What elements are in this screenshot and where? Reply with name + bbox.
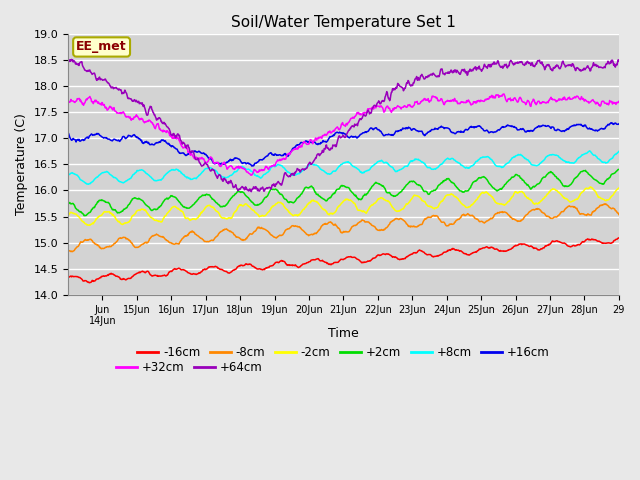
-16cm [389,254,397,260]
-8cm [588,211,596,216]
Line: +16cm: +16cm [68,123,619,166]
+16cm [91,132,99,137]
+32cm [389,106,397,111]
-8cm [68,249,76,254]
+64cm [615,58,623,64]
+64cm [293,166,301,171]
+8cm [389,165,397,171]
Line: -8cm: -8cm [68,204,619,252]
+8cm [167,168,175,173]
+8cm [85,181,93,187]
+8cm [586,148,593,154]
-2cm [615,185,623,191]
Line: -16cm: -16cm [68,238,619,283]
X-axis label: Time: Time [328,327,359,340]
-16cm [64,275,72,281]
Text: EE_met: EE_met [76,40,127,53]
-16cm [91,278,99,284]
+8cm [91,176,99,182]
-8cm [615,212,623,217]
+2cm [64,199,72,204]
-8cm [601,201,609,207]
+2cm [615,167,623,172]
-2cm [587,184,595,190]
-16cm [293,264,301,269]
+16cm [293,142,301,148]
-16cm [167,268,175,274]
+64cm [166,129,174,135]
+16cm [166,143,174,148]
+32cm [64,101,72,107]
+16cm [608,120,616,126]
+64cm [588,64,596,70]
+16cm [596,126,604,132]
+64cm [64,56,72,61]
Legend: +32cm, +64cm: +32cm, +64cm [111,357,268,379]
+8cm [615,149,623,155]
+32cm [293,145,301,151]
Line: +8cm: +8cm [68,151,619,184]
+8cm [293,171,301,177]
+32cm [166,133,174,139]
+64cm [389,87,397,93]
+8cm [64,172,72,178]
+64cm [248,189,255,194]
+16cm [615,121,623,127]
Line: +2cm: +2cm [68,169,619,216]
+32cm [597,102,605,108]
+64cm [596,64,604,70]
-2cm [597,195,605,201]
-2cm [589,185,596,191]
-8cm [596,203,604,208]
-8cm [64,247,72,253]
-16cm [588,236,596,242]
-8cm [167,240,175,246]
-8cm [293,223,301,229]
-2cm [167,206,175,212]
+2cm [80,213,88,218]
Y-axis label: Temperature (C): Temperature (C) [15,113,28,216]
Line: +64cm: +64cm [68,59,619,192]
+2cm [588,174,596,180]
+2cm [167,193,175,199]
+64cm [91,70,99,76]
+32cm [247,172,255,178]
-2cm [389,205,397,211]
-2cm [64,213,72,219]
+16cm [64,130,72,136]
-16cm [596,239,604,245]
-2cm [91,218,99,224]
+32cm [91,98,99,104]
+2cm [596,180,604,186]
-16cm [85,280,93,286]
+2cm [389,193,397,199]
+16cm [389,132,397,138]
-2cm [293,213,301,218]
Title: Soil/Water Temperature Set 1: Soil/Water Temperature Set 1 [231,15,456,30]
-16cm [615,235,623,241]
+2cm [293,195,301,201]
Line: +32cm: +32cm [68,94,619,175]
Line: -2cm: -2cm [68,187,619,226]
+8cm [597,158,605,164]
-8cm [389,218,397,224]
+2cm [91,204,99,209]
-2cm [86,223,93,228]
+32cm [615,98,623,104]
+32cm [589,97,596,103]
+16cm [248,163,255,169]
+32cm [500,91,508,97]
-8cm [91,241,99,247]
+16cm [588,126,596,132]
+8cm [589,151,596,157]
